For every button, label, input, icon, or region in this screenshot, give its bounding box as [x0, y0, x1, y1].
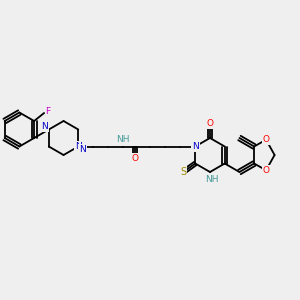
Text: N: N — [75, 142, 82, 151]
Text: N: N — [41, 122, 48, 131]
Text: S: S — [180, 167, 186, 177]
Text: O: O — [132, 154, 139, 163]
Text: NH: NH — [116, 135, 130, 144]
Text: N: N — [192, 142, 199, 151]
Text: O: O — [206, 119, 214, 128]
Text: O: O — [262, 166, 270, 175]
Text: F: F — [46, 106, 51, 116]
Text: NH: NH — [205, 176, 219, 184]
Text: O: O — [262, 135, 270, 144]
Text: N: N — [79, 145, 86, 154]
